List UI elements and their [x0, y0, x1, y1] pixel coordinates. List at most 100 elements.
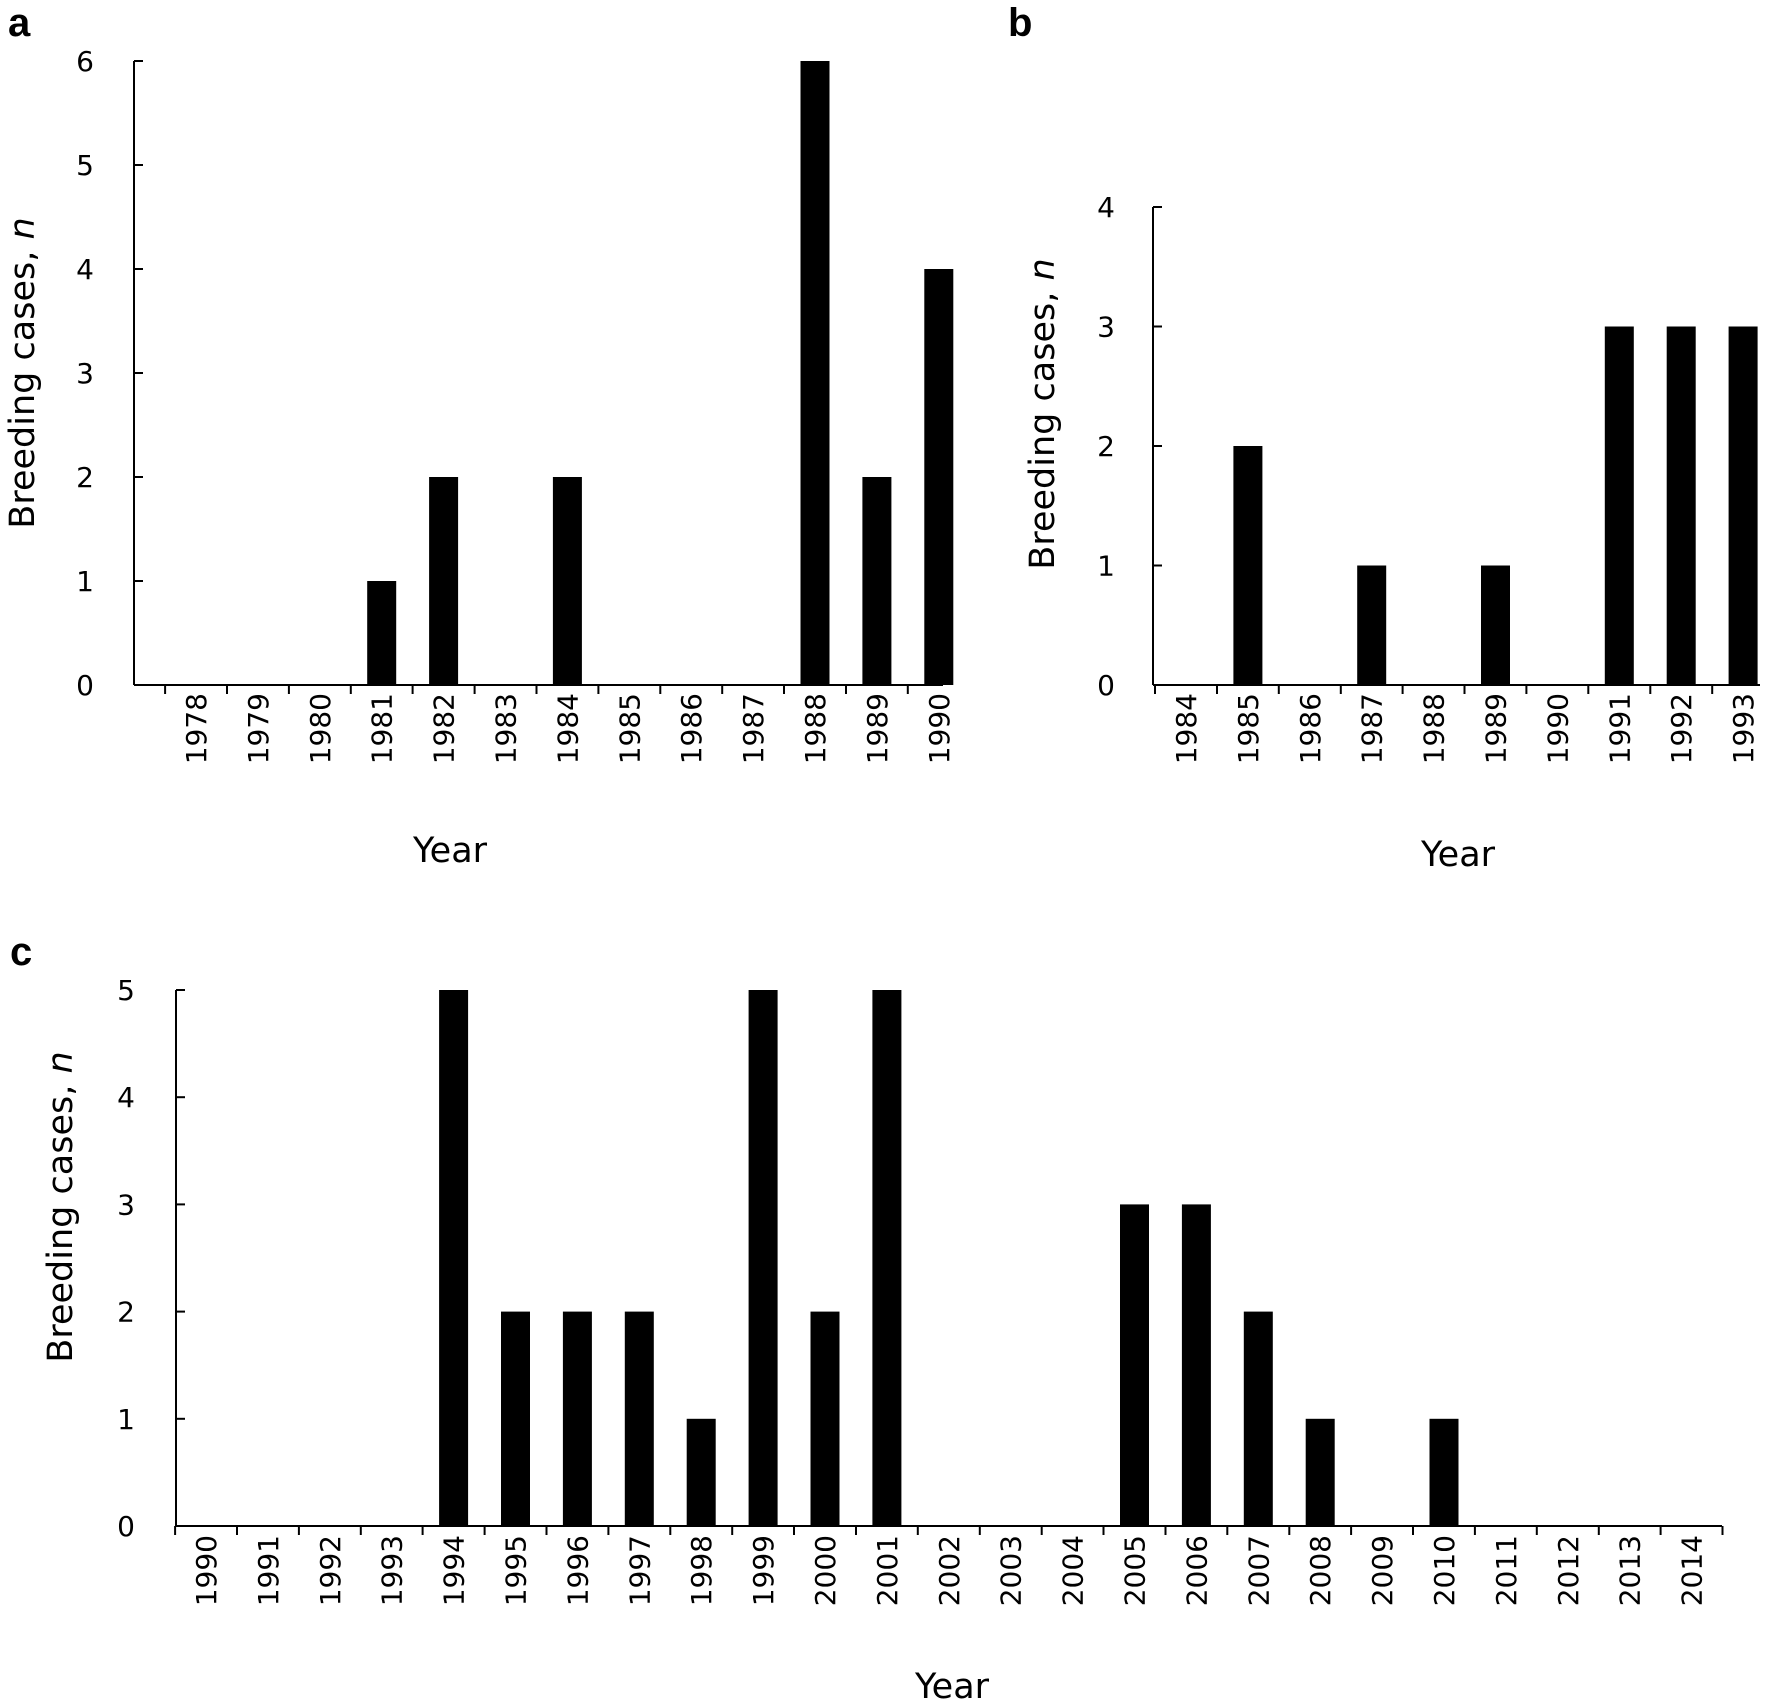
x-tick-label: 1986 [1294, 693, 1327, 764]
bar-1999 [748, 990, 778, 1526]
x-tick-label: 1991 [1603, 693, 1636, 764]
x-tick-label: 2005 [1119, 1535, 1152, 1606]
y-tick-label: 3 [76, 357, 94, 390]
bar-1991 [1604, 326, 1634, 685]
x-tick-label: 1978 [180, 693, 213, 764]
x-tick-label: 1991 [252, 1535, 285, 1606]
bar-1989 [1481, 565, 1510, 685]
x-tick-label: 1993 [1727, 693, 1760, 764]
bar-1989 [862, 477, 892, 685]
x-tick-label: 1982 [428, 693, 461, 764]
x-tick-label: 2008 [1304, 1535, 1337, 1606]
x-tick-label: 1993 [376, 1535, 409, 1606]
x-tick-label: 2014 [1676, 1535, 1709, 1606]
y-tick-label: 4 [1097, 191, 1115, 224]
bar-2010 [1429, 1418, 1459, 1526]
x-tick-label: 2004 [1057, 1535, 1090, 1606]
y-tick-label: 3 [117, 1188, 135, 1221]
x-tick-label: 1979 [242, 693, 275, 764]
x-tick-label: 1983 [490, 693, 523, 764]
y-tick-label: 6 [76, 45, 94, 78]
x-tick-label: 2010 [1428, 1535, 1461, 1606]
x-tick-label: 2006 [1180, 1535, 1213, 1606]
panel-letter: c [10, 930, 32, 974]
bar-1995 [501, 1311, 530, 1526]
bar-1994 [439, 990, 469, 1526]
x-tick-label: 1990 [923, 693, 956, 764]
x-tick-label: 1988 [1418, 693, 1451, 764]
x-tick-label: 1990 [190, 1535, 223, 1606]
bar-2008 [1305, 1418, 1335, 1526]
y-axis-title: Breeding cases, n [3, 217, 43, 528]
x-tick-label: 1987 [1356, 693, 1389, 764]
x-tick-label: 1997 [623, 1535, 656, 1606]
x-tick-label: 1987 [737, 693, 770, 764]
y-tick-label: 1 [117, 1403, 135, 1436]
x-tick-label: 2013 [1614, 1535, 1647, 1606]
x-tick-label: 1988 [799, 693, 832, 764]
y-tick-label: 2 [117, 1296, 135, 1329]
bar-1988 [800, 61, 830, 685]
chart-panel-c: c 0 1 2 3 4 5 1990 1991 1992 1993 1994 1995 1996 1997 1… [10, 930, 1724, 1703]
x-tick-label: 2000 [809, 1535, 842, 1606]
x-tick-label: 1986 [675, 693, 708, 764]
y-tick-label: 0 [1097, 669, 1115, 702]
panel-letter: a [8, 1, 31, 45]
x-tick-label: 2009 [1366, 1535, 1399, 1606]
bar-1996 [562, 1311, 592, 1526]
bar-1987 [1357, 565, 1387, 685]
panel-letter: b [1008, 1, 1032, 45]
x-tick-label: 1985 [613, 693, 646, 764]
x-tick-label: 1984 [551, 693, 584, 764]
bar-1981 [367, 581, 397, 685]
bar-1990 [924, 269, 954, 685]
bar-1992 [1666, 326, 1696, 685]
y-tick-label: 5 [117, 974, 135, 1007]
x-tick-label: 1980 [304, 693, 337, 764]
bar-2007 [1243, 1311, 1273, 1526]
x-axis-title: Year [914, 1667, 990, 1703]
x-tick-label: 2002 [933, 1535, 966, 1606]
x-tick-label: 1998 [685, 1535, 718, 1606]
bar-1997 [624, 1311, 654, 1526]
bar-1985 [1233, 446, 1263, 685]
x-tick-label: 2011 [1490, 1535, 1523, 1606]
chart-panel-b: b 0 1 2 3 4 1984 1985 1986 1987 1988 1989 1990 1991 19… [1008, 1, 1760, 875]
x-tick-label: 1981 [366, 693, 399, 764]
x-axis-title: Year [412, 831, 488, 871]
x-axis-title: Year [1420, 835, 1496, 875]
y-tick-label: 1 [76, 565, 94, 598]
bar-2006 [1181, 1204, 1211, 1526]
y-tick-label: 2 [76, 461, 94, 494]
x-tick-label: 1990 [1541, 693, 1574, 764]
y-tick-label: 4 [76, 253, 94, 286]
x-tick-label: 1992 [1665, 693, 1698, 764]
x-tick-label: 1992 [314, 1535, 347, 1606]
y-tick-label: 0 [117, 1510, 135, 1543]
bar-1982 [429, 477, 459, 685]
x-tick-label: 1989 [861, 693, 894, 764]
chart-panel-a: a 0 1 2 3 4 5 6 1978 1979 1980 1981 1982 1983 1984 1985… [3, 1, 956, 871]
y-tick-label: 2 [1097, 430, 1115, 463]
x-tick-label: 2001 [871, 1535, 904, 1606]
y-tick-label: 1 [1097, 550, 1115, 583]
x-tick-label: 1999 [747, 1535, 780, 1606]
x-tick-label: 1989 [1480, 693, 1513, 764]
y-tick-label: 4 [117, 1081, 135, 1114]
bar-2005 [1120, 1204, 1149, 1526]
bar-2000 [810, 1311, 840, 1526]
bar-2001 [872, 990, 902, 1526]
y-tick-label: 3 [1097, 311, 1115, 344]
bar-1984 [552, 477, 582, 685]
bar-1993 [1728, 326, 1758, 685]
bar-1998 [686, 1418, 716, 1526]
x-tick-label: 1985 [1232, 693, 1265, 764]
x-tick-label: 1984 [1170, 693, 1203, 764]
x-tick-label: 2003 [995, 1535, 1028, 1606]
x-tick-label: 1995 [500, 1535, 533, 1606]
y-tick-label: 0 [76, 669, 94, 702]
y-axis-title: Breeding cases, n [41, 1051, 81, 1362]
x-tick-label: 1994 [438, 1535, 471, 1606]
y-tick-label: 5 [76, 149, 94, 182]
